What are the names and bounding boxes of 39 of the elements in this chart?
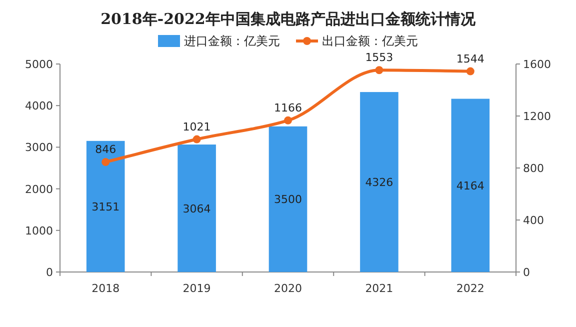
chart-title: 2018年-2022年中国集成电路产品进出口金额统计情况 xyxy=(100,10,476,28)
point xyxy=(466,67,474,76)
y2-tick-label: 1600 xyxy=(523,58,551,71)
y-tick-label: 1000 xyxy=(25,224,53,238)
legend-label: 出口金额：亿美元 xyxy=(322,34,418,48)
y2-tick-label: 0 xyxy=(523,266,530,279)
bar xyxy=(360,92,398,272)
x-tick-label: 2018 xyxy=(92,282,120,295)
data-label: 3500 xyxy=(274,193,302,206)
data-label: 1544 xyxy=(456,52,484,66)
bar xyxy=(451,98,490,272)
y-tick-label: 2000 xyxy=(25,182,53,196)
data-label: 3151 xyxy=(92,200,120,214)
point xyxy=(284,116,292,124)
data-label: 3064 xyxy=(182,202,211,216)
point xyxy=(102,158,110,166)
y-tick-label: 4000 xyxy=(25,100,53,113)
y-tick-label: 3000 xyxy=(25,141,53,154)
legend-label: 进口金额：亿美元 xyxy=(184,34,280,48)
data-label: 1021 xyxy=(182,120,211,134)
data-label: 846 xyxy=(95,143,116,156)
bar xyxy=(86,140,125,272)
y-tick-label: 5000 xyxy=(25,58,53,71)
y-tick-label: 0 xyxy=(46,266,53,279)
data-label: 4164 xyxy=(456,179,484,192)
bar xyxy=(268,126,308,272)
bar xyxy=(178,144,216,272)
y2-tick-label: 400 xyxy=(523,214,544,227)
y2-tick-label: 800 xyxy=(523,162,544,175)
y2-tick-label: 1200 xyxy=(523,110,551,123)
x-tick-label: 2020 xyxy=(274,282,302,295)
x-tick-label: 2019 xyxy=(182,282,211,295)
data-label: 4326 xyxy=(365,176,394,190)
data-label: 1166 xyxy=(274,101,302,114)
point xyxy=(192,135,201,144)
data-label: 1553 xyxy=(365,51,394,64)
point xyxy=(375,66,384,74)
x-tick-label: 2021 xyxy=(365,282,394,295)
x-tick-label: 2022 xyxy=(456,282,484,295)
